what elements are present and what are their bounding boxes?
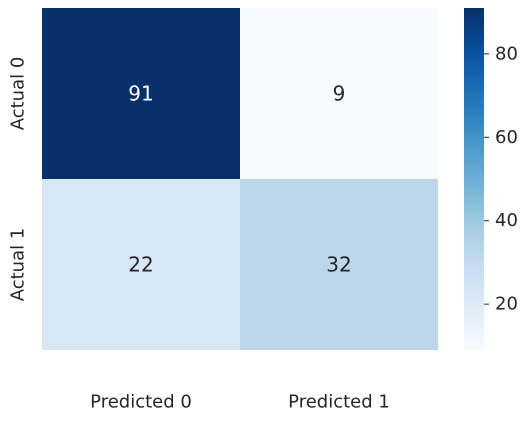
x-axis-ticks: Predicted 0 Predicted 1 bbox=[90, 392, 390, 413]
colorbar-gradient bbox=[464, 8, 484, 350]
heatmap-cell bbox=[42, 179, 240, 350]
colorbar: 20 40 60 80 bbox=[464, 8, 518, 350]
colorbar-tick-label: 40 bbox=[495, 210, 518, 231]
cell-value-label: 9 bbox=[333, 82, 346, 106]
colorbar-tick-label: 60 bbox=[495, 127, 518, 148]
heatmap-cell bbox=[240, 8, 438, 179]
cell-value-label: 91 bbox=[128, 82, 153, 106]
y-tick-label: Actual 1 bbox=[8, 228, 29, 302]
cell-value-label: 22 bbox=[128, 253, 153, 277]
cell-value-label: 32 bbox=[326, 253, 351, 277]
colorbar-tick-label: 20 bbox=[495, 294, 518, 315]
heatmap-cells: 91 9 22 32 bbox=[42, 8, 438, 350]
y-tick-label: Actual 0 bbox=[8, 57, 29, 131]
colorbar-tick-label: 80 bbox=[495, 43, 518, 64]
y-axis-ticks: Actual 0 Actual 1 bbox=[8, 57, 29, 302]
x-tick-label: Predicted 1 bbox=[288, 392, 390, 413]
heatmap-cell bbox=[240, 179, 438, 350]
heatmap-cell bbox=[42, 8, 240, 179]
x-tick-label: Predicted 0 bbox=[90, 392, 192, 413]
